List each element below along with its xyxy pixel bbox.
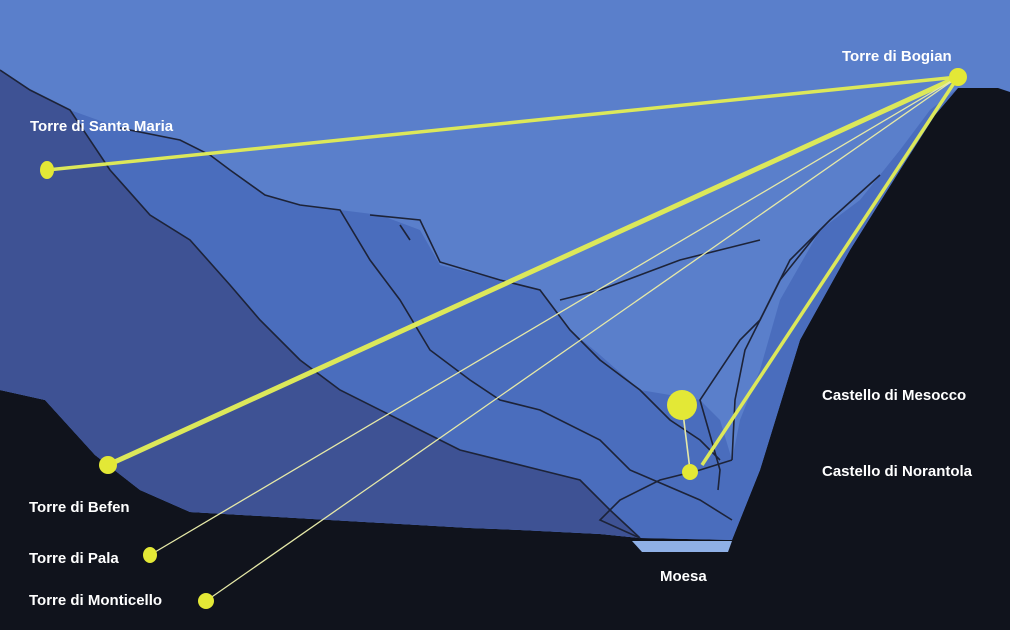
marker-bogian <box>949 68 967 86</box>
label-castello-di-norantola: Castello di Norantola <box>822 463 973 480</box>
ridge-line <box>399 224 411 241</box>
left-slope <box>0 70 640 538</box>
ridge-line <box>369 214 721 461</box>
marker-mesocco <box>667 390 697 420</box>
label-torre-di-pala: Torre di Pala <box>29 550 119 567</box>
label-torre-di-bogian: Torre di Bogian <box>842 48 952 65</box>
ridge-line <box>119 127 733 521</box>
marker-befen <box>99 456 117 474</box>
label-torre-di-monticello: Torre di Monticello <box>29 592 163 609</box>
sight-line-pala <box>149 76 959 556</box>
ridge-line <box>598 459 733 539</box>
tower-markers <box>40 68 967 609</box>
marker-monticello <box>198 593 214 609</box>
ridge-line <box>731 229 821 461</box>
marker-santa-maria <box>40 161 54 179</box>
sight-line-monticello <box>205 76 959 602</box>
marker-pala <box>143 547 157 563</box>
label-torre-di-befen: Torre di Befen <box>29 499 130 516</box>
marker-norantola <box>682 464 698 480</box>
dark-terrain <box>0 88 1010 630</box>
sight-line-santa-maria <box>46 75 959 172</box>
sight-line-befen <box>106 74 960 468</box>
label-moesa: Moesa <box>660 568 707 585</box>
label-castello-di-mesocco: Castello di Mesocco <box>822 387 967 404</box>
ridge-line <box>559 239 761 301</box>
sight-lines <box>46 74 960 602</box>
sight-line-norantola <box>700 76 960 466</box>
river-moesa <box>632 541 732 552</box>
label-torre-di-santa-maria: Torre di Santa Maria <box>30 118 174 135</box>
ridge-line <box>0 69 641 539</box>
